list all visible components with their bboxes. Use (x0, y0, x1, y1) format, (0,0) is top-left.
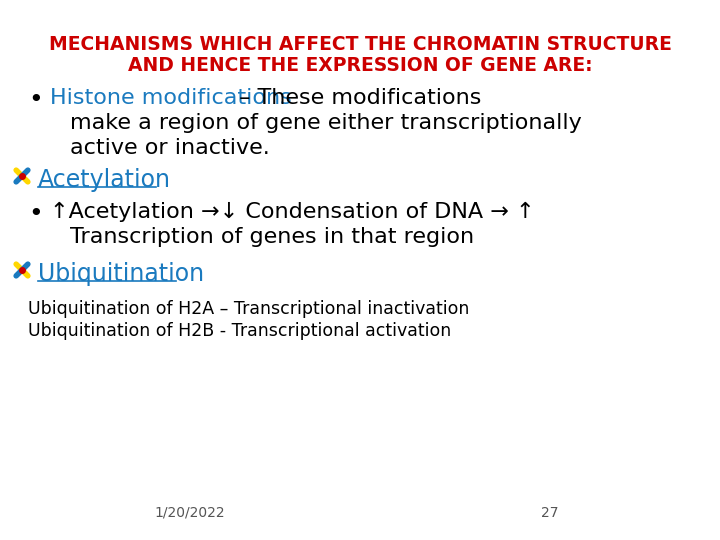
Text: – These modifications: – These modifications (232, 88, 482, 108)
Text: active or inactive.: active or inactive. (70, 138, 270, 158)
Text: MECHANISMS WHICH AFFECT THE CHROMATIN STRUCTURE: MECHANISMS WHICH AFFECT THE CHROMATIN ST… (48, 35, 672, 54)
Text: 1/20/2022: 1/20/2022 (155, 506, 225, 520)
Text: Acetylation: Acetylation (38, 168, 171, 192)
Text: Ubiquitination of H2A – Transcriptional inactivation: Ubiquitination of H2A – Transcriptional … (28, 300, 469, 318)
Text: AND HENCE THE EXPRESSION OF GENE ARE:: AND HENCE THE EXPRESSION OF GENE ARE: (127, 56, 593, 75)
Text: •: • (28, 202, 42, 226)
Text: Ubiquitination of H2B - Transcriptional activation: Ubiquitination of H2B - Transcriptional … (28, 322, 451, 340)
Text: •: • (28, 88, 42, 112)
Text: 27: 27 (541, 506, 559, 520)
Text: ↑Acetylation →↓ Condensation of DNA → ↑: ↑Acetylation →↓ Condensation of DNA → ↑ (50, 202, 535, 222)
Text: make a region of gene either transcriptionally: make a region of gene either transcripti… (70, 113, 582, 133)
Text: Ubiquitination: Ubiquitination (38, 262, 204, 286)
Text: Transcription of genes in that region: Transcription of genes in that region (70, 227, 474, 247)
Text: Histone modifications: Histone modifications (50, 88, 292, 108)
